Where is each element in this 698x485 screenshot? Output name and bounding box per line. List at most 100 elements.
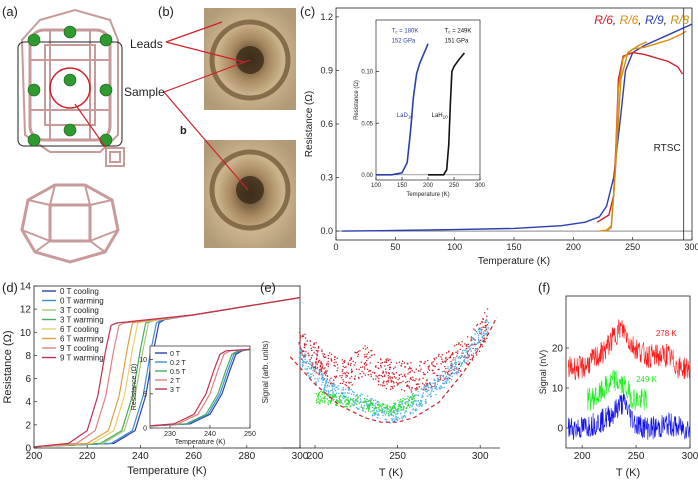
e-point — [395, 413, 397, 416]
e-point — [351, 384, 353, 386]
e-point — [303, 355, 305, 357]
c-legend-sep: , — [613, 13, 620, 27]
e-point — [317, 372, 319, 374]
c-xlabel: Temperature (K) — [478, 256, 550, 267]
e-point — [443, 387, 445, 389]
e-point — [323, 353, 326, 355]
e-point — [317, 394, 319, 396]
e-point — [298, 342, 300, 344]
e-point — [466, 363, 469, 365]
f-x-label: 300 — [682, 451, 698, 462]
e-point — [321, 399, 323, 402]
e-point — [483, 332, 485, 334]
e-point — [327, 365, 329, 367]
e-point — [390, 409, 392, 411]
e-point — [458, 356, 461, 358]
panel-c-label: (c) — [300, 4, 315, 19]
e-point — [467, 347, 469, 349]
e-point — [416, 383, 418, 385]
e-point — [333, 379, 335, 381]
e-point — [412, 396, 415, 398]
e-point — [330, 383, 332, 385]
e-point — [354, 378, 356, 380]
e-point — [397, 407, 399, 409]
e-point — [475, 348, 477, 350]
e-point — [480, 327, 482, 329]
e-point — [316, 402, 318, 404]
e-point — [399, 407, 401, 409]
e-point — [463, 359, 466, 361]
e-point — [389, 363, 391, 366]
e-point — [320, 362, 322, 364]
e-point — [336, 357, 338, 359]
e-point — [347, 392, 349, 394]
e-point — [407, 368, 410, 370]
e-point — [324, 372, 326, 374]
e-point — [304, 356, 306, 358]
e-point — [317, 347, 319, 349]
e-point — [333, 362, 335, 364]
e-point — [367, 357, 369, 360]
e-point — [347, 386, 349, 389]
e-point — [413, 402, 415, 404]
d-inset-legend-label: 0.2 T — [170, 360, 187, 367]
e-point — [411, 394, 413, 396]
e-point — [477, 343, 479, 345]
d-inset-series — [149, 348, 251, 427]
d-inset-series — [149, 348, 251, 427]
e-point — [373, 414, 375, 416]
e-point — [349, 377, 351, 379]
e-point — [410, 377, 412, 379]
e-point — [362, 394, 364, 396]
e-point — [354, 395, 357, 397]
e-point — [361, 366, 364, 368]
e-point — [326, 375, 329, 377]
c-inset-x-label: 200 — [423, 183, 434, 189]
e-point — [393, 418, 395, 420]
e-point — [358, 402, 360, 404]
e-point — [371, 407, 373, 409]
e-point — [368, 403, 371, 405]
panel-a-structure — [17, 8, 125, 264]
e-point — [318, 392, 320, 394]
e-point — [313, 342, 315, 344]
e-point — [333, 396, 336, 398]
e-point — [342, 395, 345, 397]
e-point — [369, 362, 371, 364]
e-point — [414, 388, 416, 390]
e-point — [381, 412, 383, 414]
e-point — [456, 368, 458, 370]
e-point — [298, 357, 300, 359]
e-point — [468, 354, 470, 356]
c-inset-x-label: 300 — [475, 183, 486, 189]
e-point — [362, 401, 364, 404]
photo-bottom — [204, 140, 296, 248]
e-point — [315, 361, 317, 363]
d-y-label: 4 — [25, 397, 31, 408]
e-point — [401, 408, 403, 411]
e-point — [458, 357, 460, 359]
e-point — [422, 372, 425, 374]
e-point — [376, 376, 378, 378]
e-point — [412, 393, 414, 395]
e-point — [424, 388, 427, 390]
e-point — [427, 385, 429, 387]
e-point — [394, 402, 397, 404]
panel-e-chart: 200 250 300 T (K) Signal (arb. units) — [261, 308, 500, 479]
e-point — [301, 352, 303, 354]
e-point — [378, 402, 380, 404]
e-point — [343, 361, 346, 364]
e-point — [480, 333, 483, 335]
e-point — [448, 381, 450, 383]
e-point — [400, 401, 402, 403]
e-point — [344, 395, 346, 397]
e-point — [436, 388, 438, 390]
e-point — [395, 416, 397, 418]
e-point — [456, 371, 458, 373]
e-point — [320, 361, 322, 363]
e-point — [418, 405, 420, 407]
e-point — [364, 368, 366, 370]
e-point — [430, 390, 433, 392]
e-point — [316, 363, 318, 365]
e-point — [324, 371, 326, 373]
